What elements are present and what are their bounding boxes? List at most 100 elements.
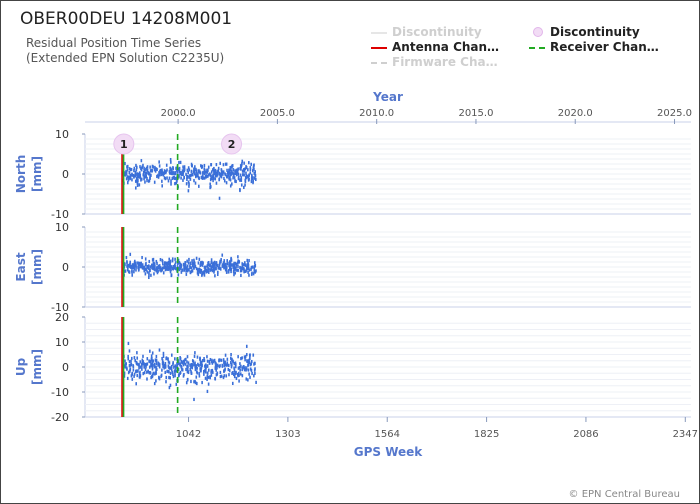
- data-point: [143, 371, 146, 375]
- data-point: [129, 174, 132, 178]
- data-point: [239, 265, 241, 270]
- data-point: [144, 272, 147, 276]
- data-point: [200, 366, 203, 370]
- data-point: [238, 365, 241, 370]
- data-point: [133, 264, 136, 268]
- discontinuity-label: 1: [120, 138, 128, 151]
- data-point: [144, 367, 147, 372]
- data-point: [230, 362, 233, 366]
- data-point: [220, 175, 223, 179]
- data-point: [219, 370, 222, 375]
- data-point: [249, 171, 252, 175]
- data-point: [186, 369, 189, 374]
- data-point: [240, 176, 243, 180]
- data-point: [136, 181, 139, 185]
- data-point: [203, 356, 205, 361]
- data-point: [201, 260, 203, 264]
- data-point: [180, 263, 183, 268]
- data-point: [136, 165, 138, 169]
- data-point: [137, 172, 140, 177]
- data-point: [215, 162, 218, 167]
- data-point: [233, 366, 235, 370]
- data-point: [180, 172, 183, 176]
- data-point: [190, 266, 193, 270]
- data-point: [163, 265, 165, 270]
- data-point: [253, 264, 256, 269]
- data-point: [175, 168, 178, 172]
- data-point: [167, 357, 169, 361]
- data-point: [140, 178, 142, 182]
- data-point: [215, 181, 218, 185]
- data-point: [162, 262, 164, 266]
- data-point: [212, 261, 214, 265]
- data-point: [214, 267, 217, 271]
- data-point: [157, 173, 159, 177]
- data-point: [140, 362, 143, 366]
- data-point: [234, 179, 236, 183]
- data-point: [230, 263, 233, 267]
- data-point: [174, 371, 176, 375]
- data-point: [172, 361, 174, 365]
- data-point: [235, 168, 238, 173]
- data-point: [126, 164, 129, 169]
- data-point: [172, 171, 175, 175]
- data-point: [229, 175, 231, 179]
- data-point: [204, 265, 207, 269]
- data-point: [243, 355, 246, 359]
- data-point: [123, 269, 126, 273]
- data-point: [168, 176, 171, 180]
- data-point: [157, 264, 160, 268]
- data-point: [146, 357, 149, 361]
- data-point: [155, 259, 158, 264]
- data-point: [167, 265, 170, 269]
- data-point: [215, 264, 217, 268]
- data-point: [167, 369, 170, 374]
- data-point: [170, 169, 173, 174]
- data-point: [167, 179, 170, 183]
- data-point: [138, 183, 141, 187]
- data-point: [201, 176, 204, 180]
- data-point: [175, 382, 178, 386]
- data-point: [139, 173, 142, 177]
- data-point: [221, 170, 224, 175]
- data-point: [152, 371, 155, 375]
- data-point: [154, 169, 157, 173]
- data-point: [137, 174, 140, 179]
- data-point: [193, 380, 195, 384]
- data-point: [191, 164, 193, 168]
- data-point: [204, 174, 207, 178]
- data-point: [202, 176, 205, 180]
- data-point: [245, 344, 248, 348]
- data-point: [215, 373, 218, 377]
- data-point: [155, 358, 158, 362]
- data-point: [192, 173, 194, 177]
- data-point: [207, 270, 210, 274]
- data-point: [152, 363, 154, 367]
- data-point: [169, 383, 172, 387]
- data-point: [172, 264, 175, 269]
- data-point: [128, 167, 131, 171]
- data-point: [214, 376, 216, 381]
- data-point: [175, 166, 177, 170]
- data-point: [188, 268, 190, 272]
- data-point: [169, 376, 171, 380]
- data-point: [148, 179, 150, 183]
- data-point: [170, 171, 172, 175]
- data-point: [237, 372, 239, 377]
- data-point: [213, 172, 216, 176]
- data-point: [244, 355, 247, 359]
- data-point: [213, 270, 215, 274]
- data-point: [233, 372, 235, 377]
- data-point: [146, 362, 149, 366]
- data-point: [161, 362, 164, 366]
- data-point: [231, 165, 233, 169]
- data-point: [151, 373, 154, 377]
- data-point: [240, 364, 242, 368]
- data-point: [159, 170, 162, 174]
- data-point: [129, 260, 132, 264]
- data-point: [226, 363, 229, 367]
- data-point: [151, 361, 154, 365]
- y-tick-label: 10: [55, 221, 69, 234]
- data-point: [221, 363, 224, 367]
- data-point: [146, 176, 148, 181]
